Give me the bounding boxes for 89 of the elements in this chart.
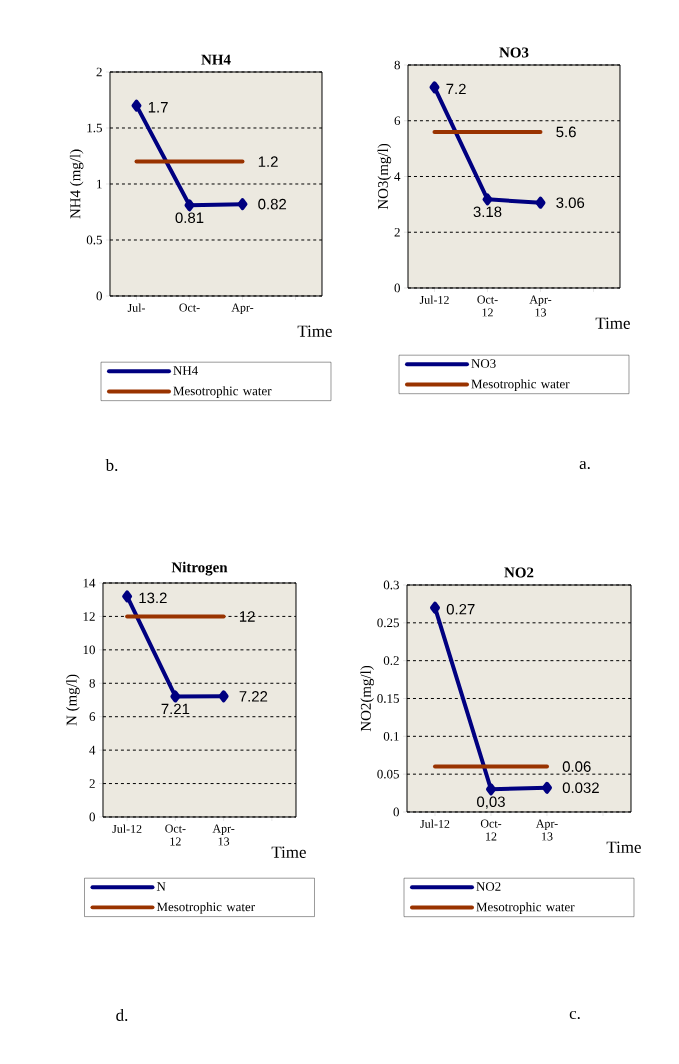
y-tick-label: 0 bbox=[96, 291, 102, 301]
y-tick-label: 0.2 bbox=[383, 656, 399, 666]
data-label: 3.18 bbox=[473, 206, 502, 218]
text: d. bbox=[116, 1009, 128, 1021]
y-tick-label: 0.05 bbox=[377, 769, 399, 779]
data-label: 7.22 bbox=[239, 691, 268, 702]
y-tick-label: 12 bbox=[83, 612, 95, 621]
x-tick-label: Apr-13 bbox=[535, 819, 558, 841]
data-label: 12 bbox=[239, 611, 255, 622]
y-tick-label: 0.25 bbox=[377, 618, 399, 628]
y-tick-label: 8 bbox=[89, 678, 95, 688]
y-tick-label: 0.3 bbox=[383, 580, 399, 590]
data-label: 0,03 bbox=[477, 796, 505, 809]
point bbox=[122, 590, 133, 603]
y-axis-title: N (mg/l) bbox=[66, 674, 80, 726]
data-label: 7.21 bbox=[161, 703, 190, 715]
data-label: 5.6 bbox=[556, 126, 576, 138]
legend-label: NH4 bbox=[173, 366, 198, 375]
y-tick-label: 0 bbox=[393, 807, 399, 817]
chart-title: NO2 bbox=[504, 567, 534, 578]
point bbox=[184, 199, 195, 212]
point bbox=[486, 783, 496, 796]
y-tick-label: 2 bbox=[96, 67, 102, 77]
x-tick-label: Apr- bbox=[231, 303, 254, 314]
text: b. bbox=[105, 459, 118, 471]
legend-label: N bbox=[156, 882, 166, 891]
x-tick-label: Oct-12 bbox=[477, 295, 498, 317]
x-tick-label: Oct- bbox=[179, 303, 200, 312]
point bbox=[482, 193, 493, 206]
text: a. bbox=[579, 460, 590, 470]
y-tick-label: 1 bbox=[97, 179, 102, 189]
data-label: 1.7 bbox=[148, 102, 168, 113]
point bbox=[430, 601, 440, 614]
x-axis-title: Time bbox=[271, 846, 306, 858]
y-tick-label: 2 bbox=[394, 227, 400, 237]
y-tick-label: 6 bbox=[89, 712, 96, 722]
y-tick-label: 6 bbox=[394, 116, 401, 126]
data-label: 13.2 bbox=[139, 592, 167, 604]
x-axis-title: Time bbox=[606, 841, 641, 853]
x-axis-title: Time bbox=[595, 317, 630, 329]
y-tick-label: 14 bbox=[83, 578, 96, 588]
legend-label: NO3 bbox=[471, 359, 496, 368]
x-tick-label: Jul- bbox=[127, 303, 146, 312]
x-axis-title: Time bbox=[297, 325, 332, 337]
y-axis-title: NO2(mg/l) bbox=[360, 665, 374, 732]
x-tick-label: Oct-12 bbox=[165, 824, 186, 846]
legend-label: Mesotrophic water bbox=[471, 379, 570, 391]
x-tick-label: Jul-12 bbox=[112, 824, 142, 833]
text: c. bbox=[569, 1010, 580, 1020]
y-tick-label: 0 bbox=[89, 812, 95, 822]
y-tick-label: 1.5 bbox=[87, 123, 102, 133]
x-tick-label: Jul-12 bbox=[420, 819, 450, 828]
y-tick-label: 8 bbox=[394, 60, 400, 70]
point bbox=[218, 690, 229, 703]
data-label: 0.82 bbox=[258, 198, 287, 210]
y-tick-label: 10 bbox=[83, 645, 95, 655]
x-tick-label: Jul-12 bbox=[419, 295, 449, 304]
y-tick-label: 0.15 bbox=[377, 694, 399, 703]
data-label: 7.2 bbox=[446, 83, 466, 95]
data-label: 1.2 bbox=[258, 156, 278, 167]
y-tick-label: 0.5 bbox=[86, 235, 102, 245]
x-tick-label: Apr-13 bbox=[212, 824, 235, 846]
y-tick-label: 0 bbox=[394, 283, 400, 293]
y-tick-label: 0.1 bbox=[383, 731, 399, 741]
y-tick-label: 2 bbox=[89, 779, 95, 788]
point bbox=[429, 81, 440, 94]
point bbox=[542, 781, 552, 794]
x-tick-label: Apr-13 bbox=[529, 295, 552, 317]
point bbox=[131, 99, 142, 112]
data-label: 0.032 bbox=[562, 782, 599, 794]
legend-label: Mesotrophic water bbox=[173, 386, 272, 398]
y-tick-label: 4 bbox=[394, 172, 401, 181]
y-axis-title: NH4 (mg/l) bbox=[69, 149, 84, 219]
chart-title: NO3 bbox=[499, 47, 529, 58]
data-label: 3.06 bbox=[556, 197, 585, 208]
legend-label: Mesotrophic water bbox=[156, 902, 255, 914]
x-tick-label: Oct-12 bbox=[480, 819, 502, 841]
legend-label: Mesotrophic water bbox=[476, 902, 575, 914]
data-label: 0.06 bbox=[562, 761, 591, 772]
data-label: 0.27 bbox=[446, 603, 475, 615]
y-axis-title: NO3(mg/l) bbox=[377, 143, 392, 210]
legend-label: NO2 bbox=[476, 882, 501, 891]
chart-title: Nitrogen bbox=[171, 561, 228, 576]
data-label: 0.81 bbox=[175, 212, 204, 224]
point bbox=[170, 690, 181, 703]
y-tick-label: 4 bbox=[89, 745, 96, 755]
point bbox=[237, 198, 248, 211]
point bbox=[535, 196, 546, 209]
chart-title: NH4 bbox=[201, 54, 231, 65]
